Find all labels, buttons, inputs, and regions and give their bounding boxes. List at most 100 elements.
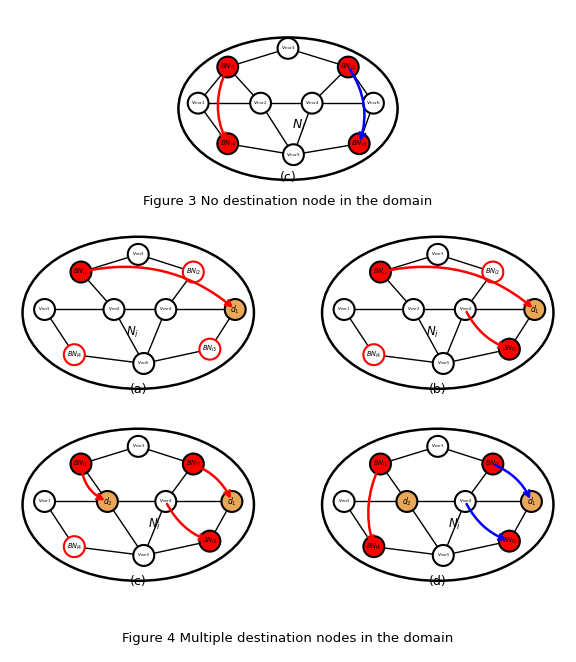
- Circle shape: [499, 531, 520, 551]
- Circle shape: [183, 453, 204, 475]
- Circle shape: [34, 299, 55, 320]
- Text: (c): (c): [130, 575, 147, 589]
- Circle shape: [188, 93, 209, 114]
- Circle shape: [521, 491, 542, 512]
- Circle shape: [225, 299, 246, 320]
- Text: $d_1$: $d_1$: [230, 303, 240, 316]
- Text: (d): (d): [429, 575, 446, 589]
- Circle shape: [338, 57, 359, 77]
- Circle shape: [302, 93, 323, 114]
- Circle shape: [363, 536, 384, 557]
- Text: $d_2$: $d_2$: [103, 495, 112, 508]
- Text: (a): (a): [130, 383, 147, 397]
- Circle shape: [370, 261, 391, 283]
- Text: $BN_{i4}$: $BN_{i4}$: [67, 542, 82, 551]
- Text: $v_{ncr3}$: $v_{ncr3}$: [132, 250, 145, 258]
- Circle shape: [64, 344, 85, 365]
- Circle shape: [199, 339, 221, 359]
- Circle shape: [217, 133, 238, 154]
- Circle shape: [433, 353, 454, 374]
- Text: $BN_{i1}$: $BN_{i1}$: [373, 459, 388, 469]
- Text: Figure 4 Multiple destination nodes in the domain: Figure 4 Multiple destination nodes in t…: [122, 632, 454, 645]
- Text: (b): (b): [429, 383, 446, 397]
- Text: $v_{nor3}$: $v_{nor3}$: [281, 44, 295, 52]
- Circle shape: [199, 531, 221, 551]
- Circle shape: [349, 133, 370, 154]
- Circle shape: [104, 299, 124, 320]
- Text: $BN_{i1}$: $BN_{i1}$: [73, 459, 89, 469]
- Circle shape: [128, 436, 149, 457]
- Text: $BN_{i1}$: $BN_{i1}$: [219, 62, 236, 72]
- Text: $BN_{i2}$: $BN_{i2}$: [185, 459, 201, 469]
- Text: $BN_{i3}$: $BN_{i3}$: [502, 344, 517, 354]
- Circle shape: [427, 436, 448, 457]
- Text: $v_{nor3}$: $v_{nor3}$: [131, 442, 145, 450]
- Text: $v_{nor4}$: $v_{nor4}$: [159, 306, 172, 313]
- Circle shape: [97, 491, 118, 512]
- Text: $BN_{i4}$: $BN_{i4}$: [67, 350, 82, 359]
- Circle shape: [221, 491, 242, 512]
- Text: $v_{nor2}$: $v_{nor2}$: [407, 306, 420, 313]
- Circle shape: [363, 93, 384, 114]
- Circle shape: [156, 299, 176, 320]
- Circle shape: [334, 299, 355, 320]
- Text: $v_{ncr1}$: $v_{ncr1}$: [38, 306, 51, 313]
- Text: $BN_{i1}$: $BN_{i1}$: [73, 267, 89, 277]
- Text: $d_1$: $d_1$: [530, 303, 540, 316]
- Circle shape: [455, 299, 476, 320]
- Text: $v_{nor4}$: $v_{nor4}$: [458, 498, 472, 505]
- Text: $BN_{i2}$: $BN_{i2}$: [185, 267, 201, 277]
- Text: $v_{nor2}$: $v_{nor2}$: [253, 99, 268, 107]
- Text: $BN_{i2}$: $BN_{i2}$: [485, 459, 501, 469]
- Circle shape: [499, 339, 520, 359]
- Text: $v_{ncr1}$: $v_{ncr1}$: [338, 498, 351, 505]
- Text: $v_{nor4}$: $v_{nor4}$: [458, 306, 472, 313]
- Circle shape: [34, 491, 55, 512]
- Text: $v_{ncr2}$: $v_{ncr2}$: [108, 306, 120, 313]
- Circle shape: [482, 261, 503, 283]
- Text: $v_{nor1}$: $v_{nor1}$: [338, 306, 351, 313]
- Circle shape: [64, 536, 85, 557]
- Text: $v_{nor1}$: $v_{nor1}$: [38, 498, 51, 505]
- Circle shape: [133, 545, 154, 566]
- Text: $BN_{i3}$: $BN_{i3}$: [202, 344, 218, 354]
- Text: $BN_{i2}$: $BN_{i2}$: [485, 267, 501, 277]
- Circle shape: [128, 244, 149, 265]
- Text: $N_i$: $N_i$: [126, 325, 139, 340]
- Text: $BN_{i4}$: $BN_{i4}$: [366, 542, 381, 551]
- Circle shape: [278, 38, 298, 59]
- Circle shape: [334, 491, 355, 512]
- Text: $v_{nor5}$: $v_{nor5}$: [437, 551, 450, 559]
- Text: $BN_{i3}$: $BN_{i3}$: [202, 536, 218, 546]
- Text: $BN_{i3}$: $BN_{i3}$: [502, 536, 517, 546]
- Circle shape: [455, 491, 476, 512]
- Text: $BN_{i1}$: $BN_{i1}$: [373, 267, 388, 277]
- Text: $N_i$: $N_i$: [148, 517, 161, 532]
- Text: Figure 3 No destination node in the domain: Figure 3 No destination node in the doma…: [143, 195, 433, 209]
- Text: $v_{nor4}$: $v_{nor4}$: [305, 99, 320, 107]
- Circle shape: [250, 93, 271, 114]
- Circle shape: [156, 491, 176, 512]
- Circle shape: [363, 344, 384, 365]
- Circle shape: [482, 453, 503, 475]
- Circle shape: [403, 299, 424, 320]
- Text: $v_{nor3}$: $v_{nor3}$: [431, 250, 445, 258]
- Text: $v_{nor4}$: $v_{nor4}$: [159, 498, 172, 505]
- Circle shape: [370, 453, 391, 475]
- Text: $BN_{i3}$: $BN_{i3}$: [351, 138, 367, 149]
- Text: $BN_{i4}$: $BN_{i4}$: [366, 350, 381, 359]
- Circle shape: [70, 453, 92, 475]
- Circle shape: [217, 57, 238, 77]
- Text: $BN_{i4}$: $BN_{i4}$: [219, 138, 236, 149]
- Circle shape: [183, 261, 204, 283]
- Text: $N_i$: $N_i$: [448, 517, 461, 532]
- Circle shape: [524, 299, 545, 320]
- Text: $v_{nor1}$: $v_{nor1}$: [191, 99, 206, 107]
- Circle shape: [283, 144, 304, 165]
- Text: $v_{nor5}$: $v_{nor5}$: [137, 551, 150, 559]
- Text: $v_{nor5}$: $v_{nor5}$: [437, 359, 450, 367]
- Circle shape: [396, 491, 418, 512]
- Text: $N_i$: $N_i$: [426, 325, 439, 340]
- Text: $BN_{i2}$: $BN_{i2}$: [340, 62, 357, 72]
- Text: $N_i$: $N_i$: [292, 118, 306, 132]
